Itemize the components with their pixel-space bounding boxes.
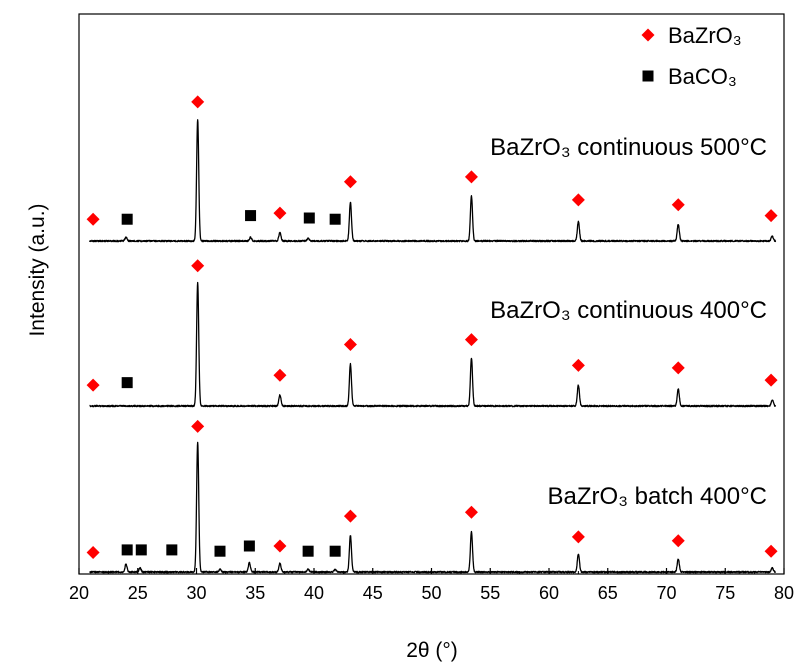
x-tick-label: 65	[598, 583, 618, 603]
x-axis-ticks: 20 25 30 35 40 45 50 55 60 65 70 75 80	[69, 568, 794, 603]
x-tick-label: 80	[774, 583, 794, 603]
series-labels: BaZrO₃ continuous 500°C BaZrO₃ continuous…	[490, 134, 767, 510]
x-tick-label: 55	[480, 583, 500, 603]
bazro3-diamond-marker	[764, 544, 778, 558]
bazro3-diamond-marker	[671, 361, 685, 375]
bazro3-diamond-marker	[191, 419, 205, 433]
x-tick-label: 50	[421, 583, 441, 603]
x-tick-label: 25	[128, 583, 148, 603]
bazro3-diamond-marker	[86, 546, 100, 559]
bazro3-diamond-marker	[464, 170, 478, 184]
series-label-3: BaZrO₃ batch 400°C	[548, 483, 767, 510]
x-tick-label: 35	[245, 583, 265, 603]
bazro3-diamond-marker	[571, 358, 585, 372]
bazro3-diamond-marker	[641, 28, 655, 42]
legend-label: BaCO₃	[668, 64, 737, 89]
bazro3-diamond-marker	[464, 505, 478, 519]
x-tick-label: 45	[363, 583, 383, 603]
baco3-square-marker	[121, 213, 133, 225]
x-tick-label: 75	[715, 583, 735, 603]
phase-markers	[86, 95, 778, 559]
bazro3-diamond-marker	[571, 530, 585, 544]
baco3-square-marker	[303, 212, 315, 224]
baco3-square-marker	[243, 540, 255, 552]
bazro3-diamond-marker	[191, 95, 205, 109]
x-tick-label: 20	[69, 583, 89, 603]
bazro3-diamond-marker	[273, 368, 287, 382]
baco3-square-marker	[214, 545, 226, 557]
bazro3-diamond-marker	[191, 259, 205, 273]
baco3-square-marker	[329, 213, 341, 225]
baco3-square-marker	[135, 544, 147, 556]
bazro3-diamond-marker	[571, 193, 585, 207]
baco3-square-marker	[329, 545, 341, 557]
series-label-2: BaZrO₃ continuous 400°C	[490, 297, 767, 324]
bazro3-diamond-marker	[273, 539, 287, 553]
bazro3-diamond-marker	[343, 338, 357, 351]
bazro3-diamond-marker	[86, 212, 100, 226]
bazro3-diamond-marker	[671, 198, 685, 212]
baco3-square-marker	[642, 70, 654, 82]
baco3-square-marker	[121, 377, 133, 389]
baco3-square-marker	[121, 544, 133, 556]
bazro3-diamond-marker	[671, 534, 685, 548]
bazro3-diamond-marker	[464, 333, 478, 347]
x-tick-label: 40	[304, 583, 324, 603]
bazro3-diamond-marker	[343, 175, 357, 189]
bazro3-diamond-marker	[343, 509, 357, 523]
baco3-square-marker	[166, 544, 178, 556]
xrd-trace-3	[89, 441, 777, 574]
baco3-square-marker	[302, 545, 314, 557]
traces	[88, 119, 777, 574]
x-tick-label: 30	[186, 583, 206, 603]
x-tick-label: 70	[656, 583, 676, 603]
x-tick-label: 60	[539, 583, 559, 603]
xrd-trace-1	[88, 119, 777, 243]
x-axis-label: 2θ (°)	[406, 639, 458, 662]
legend: BaZrO₃ BaCO₃	[641, 23, 742, 89]
legend-label: BaZrO₃	[668, 23, 742, 48]
y-axis-label: Intensity (a.u.)	[26, 203, 49, 336]
bazro3-diamond-marker	[86, 378, 100, 392]
series-label-1: BaZrO₃ continuous 500°C	[490, 134, 767, 161]
bazro3-diamond-marker	[273, 206, 287, 220]
bazro3-diamond-marker	[764, 373, 778, 387]
xrd-trace-2	[89, 281, 777, 408]
bazro3-diamond-marker	[764, 209, 778, 223]
baco3-square-marker	[245, 210, 257, 222]
